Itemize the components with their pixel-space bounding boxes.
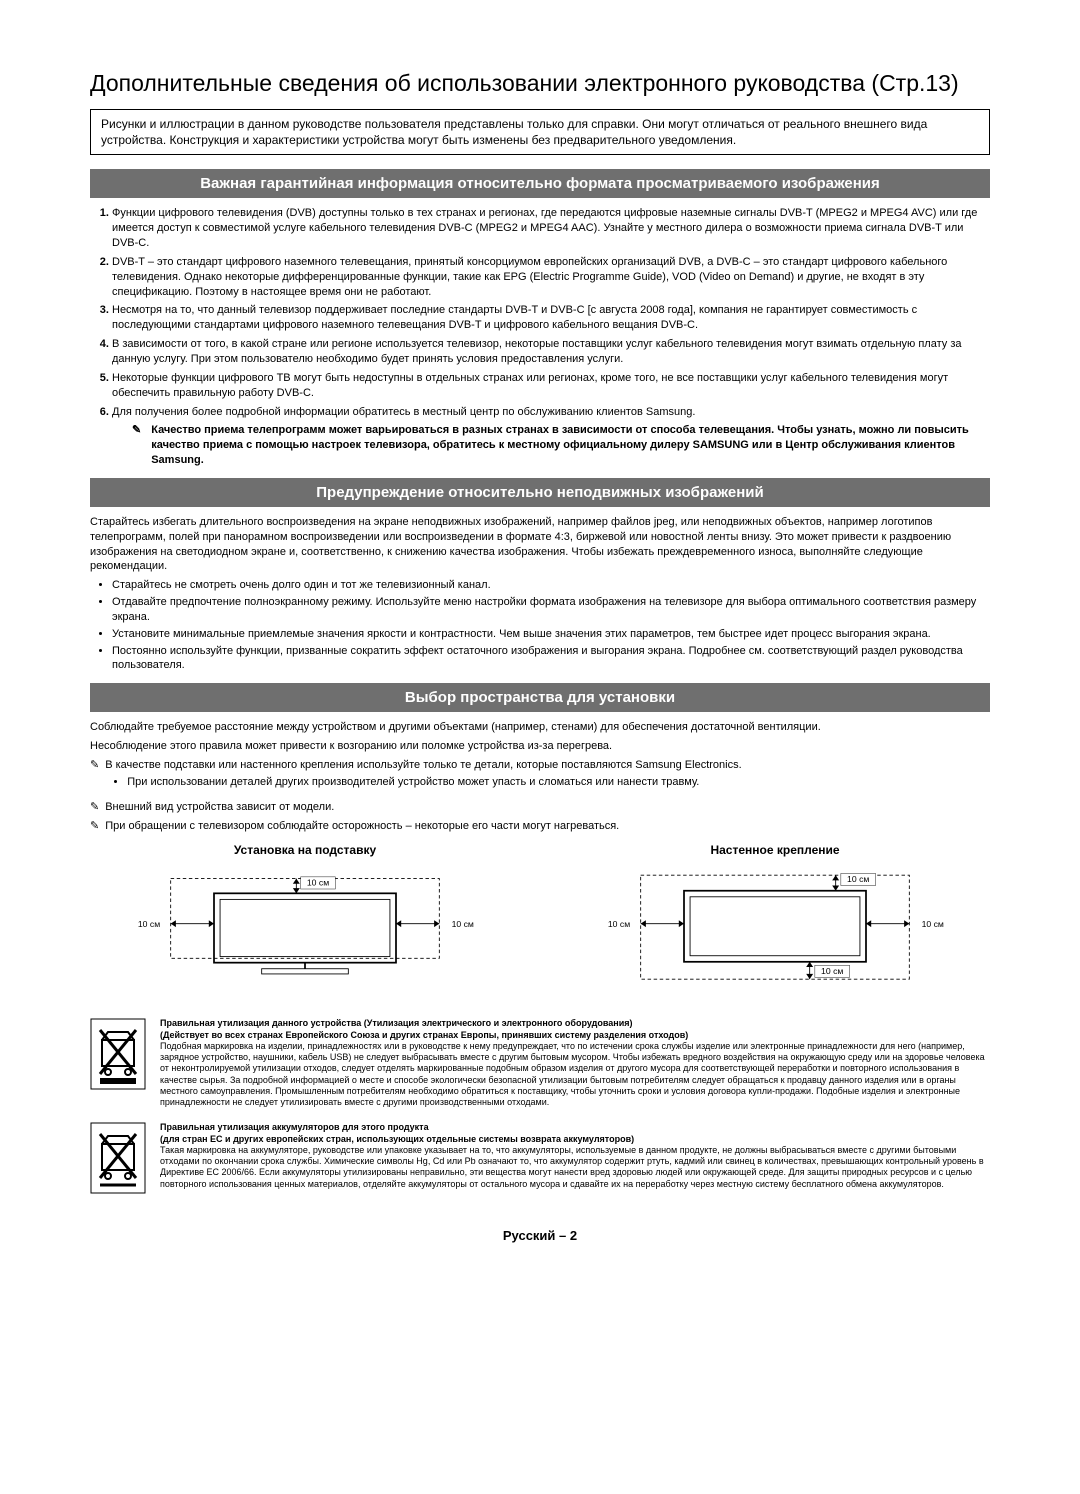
diagram-wall-title: Настенное крепление [560,843,990,857]
note-icon [132,423,147,468]
diagram-wall-svg: 10 см 10 см 10 см 10 см [560,863,990,993]
weee-icon [90,1018,146,1108]
svg-text:10 см: 10 см [307,878,329,888]
disposal-battery: Правильная утилизация аккумуляторов для … [90,1122,990,1197]
page-title: Дополнительные сведения об использовании… [90,70,990,97]
svg-text:10 см: 10 см [452,920,474,930]
note-icon [90,800,105,815]
banner-installation-space: Выбор пространства для установки [90,683,990,712]
still-bullets: Старайтесь не смотреть очень долго один … [90,578,990,673]
note-text: При обращении с телевизором соблюдайте о… [105,819,619,834]
space-note-2: Внешний вид устройства зависит от модели… [90,800,990,815]
warranty-list: Функции цифрового телевидения (DVB) дост… [90,206,990,468]
svg-text:10 см: 10 см [922,920,944,930]
list-item: Отдавайте предпочтение полноэкранному ре… [112,595,990,625]
space-note-3: При обращении с телевизором соблюдайте о… [90,819,990,834]
still-intro: Старайтесь избегать длительного воспроиз… [90,515,990,574]
warranty-subnote: Качество приема телепрограмм может варьи… [132,423,990,468]
list-item: Несмотря на то, что данный телевизор под… [112,303,990,333]
intro-box: Рисунки и иллюстрации в данном руководст… [90,109,990,155]
list-item: DVB-T – это стандарт цифрового наземного… [112,255,990,300]
note-text: В качестве подставки или настенного креп… [105,758,741,796]
list-item: Для получения более подробной информации… [112,405,990,468]
list-item: Функции цифрового телевидения (DVB) дост… [112,206,990,251]
disposal-battery-text: Правильная утилизация аккумуляторов для … [160,1122,990,1197]
note-icon [90,758,105,796]
diagram-stand-title: Установка на подставку [90,843,520,857]
installation-diagrams: Установка на подставку 10 см 10 см [90,843,990,998]
list-item: Установите минимальные приемлемые значен… [112,627,990,642]
svg-text:10 см: 10 см [821,966,843,976]
battery-weee-icon [90,1122,146,1197]
list-item: При использовании деталей других произво… [127,775,741,790]
banner-still-images: Предупреждение относительно неподвижных … [90,478,990,507]
note-text: Внешний вид устройства зависит от модели… [105,800,334,815]
list-item: Некоторые функции цифрового ТВ могут быт… [112,371,990,401]
svg-text:10 см: 10 см [608,920,630,930]
banner-warranty: Важная гарантийная информация относитель… [90,169,990,198]
disposal-device: Правильная утилизация данного устройства… [90,1018,990,1108]
disposal-device-text: Правильная утилизация данного устройства… [160,1018,990,1108]
svg-text:10 см: 10 см [847,874,869,884]
list-item: В зависимости от того, в какой стране ил… [112,337,990,367]
list-item: Постоянно используйте функции, призванны… [112,644,990,674]
space-p1: Соблюдайте требуемое расстояние между ус… [90,720,990,735]
space-p2: Несоблюдение этого правила может привест… [90,739,990,754]
diagram-stand: Установка на подставку 10 см 10 см [90,843,520,998]
page-footer: Русский – 2 [90,1228,990,1243]
list-item: Старайтесь не смотреть очень долго один … [112,578,990,593]
note-text: Качество приема телепрограмм может варьи… [151,423,990,468]
space-note-1: В качестве подставки или настенного креп… [90,758,990,796]
svg-text:10 см: 10 см [138,920,160,930]
diagram-stand-svg: 10 см 10 см 10 см [90,863,520,993]
diagram-wall: Настенное крепление 10 см 10 см [560,843,990,998]
note-icon [90,819,105,834]
page: Дополнительные сведения об использовании… [0,0,1080,1283]
